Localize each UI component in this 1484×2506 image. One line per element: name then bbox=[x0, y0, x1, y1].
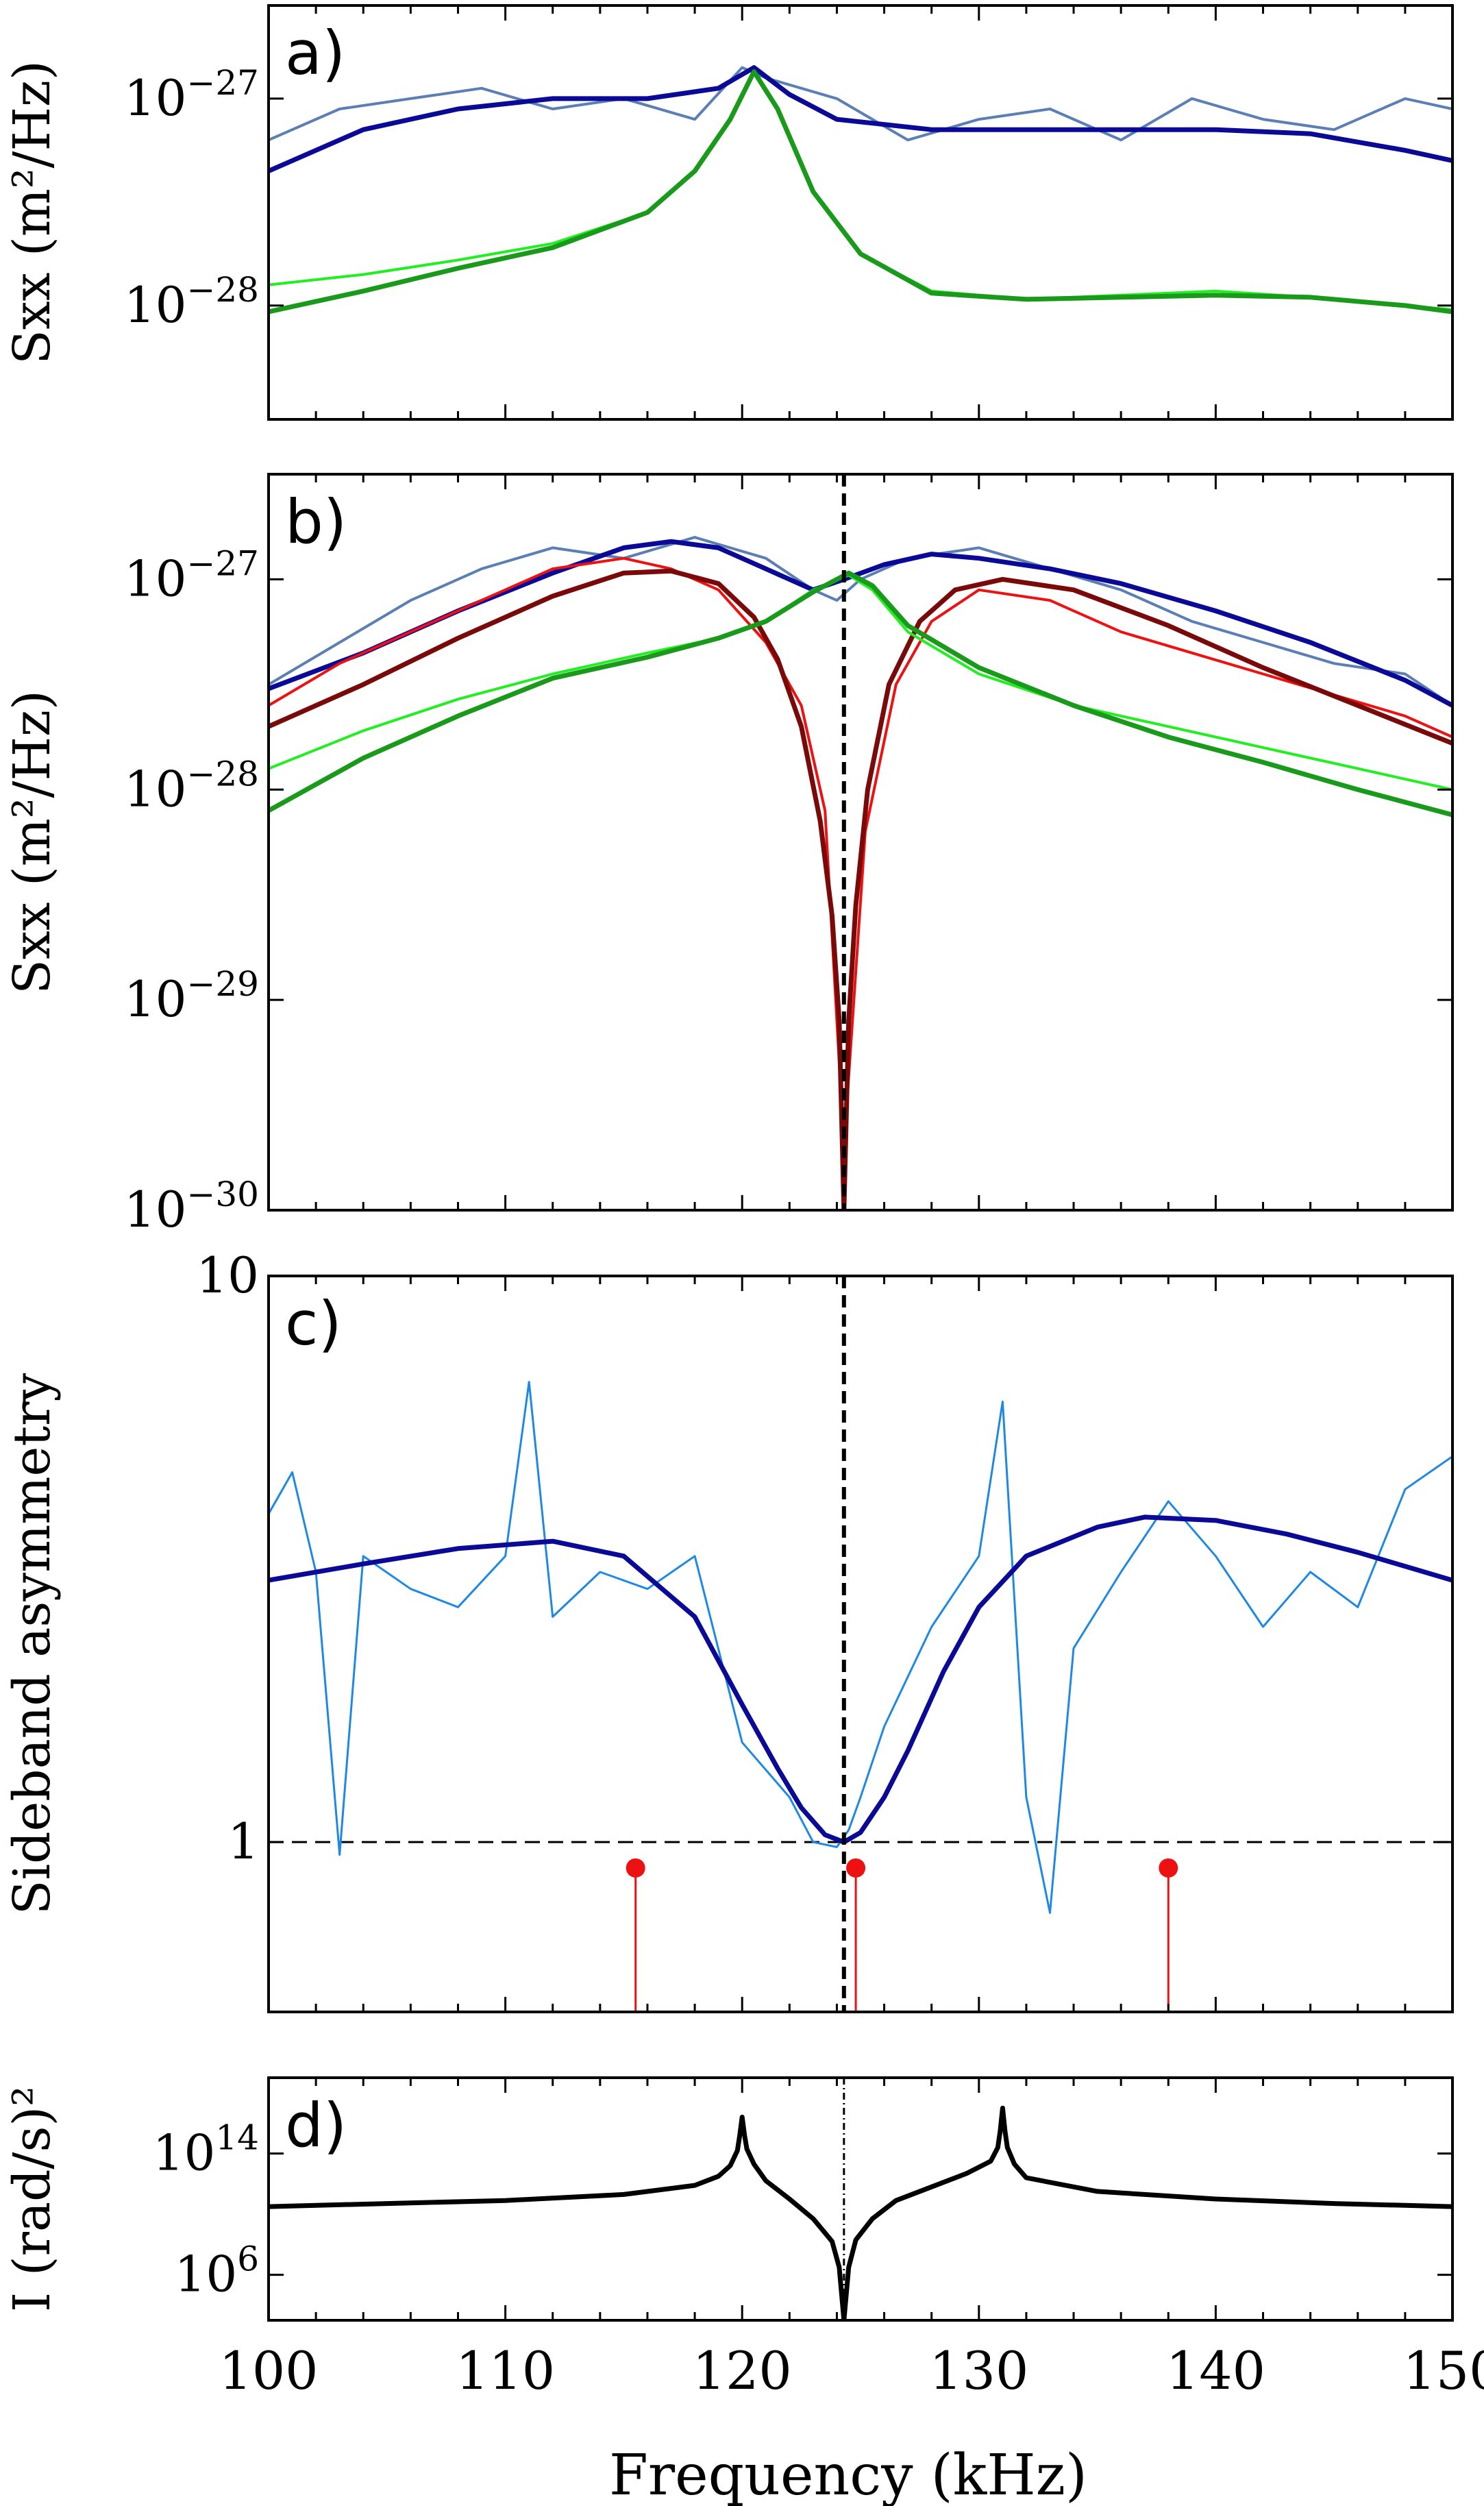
x-tick-label: 130 bbox=[929, 2340, 1028, 2401]
axes-frame bbox=[267, 4, 1454, 421]
x-tick-label: 140 bbox=[1166, 2340, 1265, 2401]
panel-d: 1014 106 d) I (rad/s)² bbox=[3, 2076, 1454, 2322]
plot-area bbox=[269, 1276, 1452, 2012]
plot-area bbox=[269, 65, 1452, 315]
y-axis-label: Sxx (m²/Hz) bbox=[3, 60, 62, 365]
y-axis-label: Sideband asymmetry bbox=[3, 1373, 62, 1915]
panel-label: c) bbox=[285, 1288, 342, 1359]
series-fit-red-3 bbox=[269, 568, 1452, 1210]
series-measured-0 bbox=[269, 536, 1452, 707]
y-tick-label: 10 bbox=[196, 1246, 259, 1304]
series-measured-2 bbox=[269, 70, 1452, 311]
series-fit-blue-1 bbox=[269, 539, 1452, 708]
panel-label: d) bbox=[285, 2090, 347, 2161]
axes-frame bbox=[267, 473, 1454, 1212]
x-axis-label: Frequency (kHz) bbox=[609, 2443, 1087, 2506]
y-tick-label: 10−27 bbox=[124, 63, 259, 127]
y-tick-label: 1 bbox=[227, 1813, 259, 1870]
y-tick-label: 10−28 bbox=[124, 270, 259, 334]
y-tick-label: 10−27 bbox=[124, 543, 259, 607]
series-fit-blue-1 bbox=[269, 65, 1452, 173]
axes-frame bbox=[267, 1275, 1454, 2013]
x-tick-label: 110 bbox=[456, 2340, 555, 2401]
stem-marker bbox=[846, 1858, 866, 1878]
y-axis-label: Sxx (m²/Hz) bbox=[3, 690, 62, 994]
series-measured-4 bbox=[269, 574, 1452, 791]
series-fit-green-3 bbox=[269, 69, 1452, 315]
y-tick-label: 10−29 bbox=[124, 964, 259, 1028]
plot-area bbox=[269, 474, 1452, 1210]
plot-area bbox=[269, 2078, 1452, 2320]
panel-label: a) bbox=[285, 18, 345, 88]
stem-marker bbox=[1159, 1858, 1178, 1878]
series-fit-green-5 bbox=[269, 570, 1452, 818]
y-tick-label: 10−30 bbox=[124, 1175, 259, 1238]
x-tick-label: 120 bbox=[693, 2340, 792, 2401]
y-axis-label: I (rad/s)² bbox=[3, 2086, 62, 2312]
y-tick-label: 10−28 bbox=[124, 754, 259, 818]
axes-frame bbox=[267, 2076, 1454, 2322]
x-tick-label: 100 bbox=[219, 2340, 318, 2401]
panel-c: 10 1 c) Sideband asymmetry bbox=[3, 1246, 1454, 2013]
y-tick-label: 106 bbox=[175, 2239, 259, 2303]
y-tick-label: 1014 bbox=[153, 2118, 259, 2182]
x-tick-labels: 100 110 120 130 140 150 bbox=[219, 2340, 1484, 2401]
panel-b: 10−27 10−28 10−29 10−30 b) Sxx (m²/Hz) bbox=[3, 473, 1454, 1238]
series-response-0 bbox=[269, 2105, 1452, 2320]
stem-marker bbox=[626, 1858, 645, 1878]
x-tick-label: 150 bbox=[1402, 2340, 1484, 2401]
panel-a: 10−27 10−28 a) Sxx (m²/Hz) bbox=[3, 4, 1454, 421]
panel-label: b) bbox=[285, 487, 347, 557]
series-fit-1 bbox=[269, 1514, 1452, 1845]
series-measured-0 bbox=[269, 66, 1452, 142]
